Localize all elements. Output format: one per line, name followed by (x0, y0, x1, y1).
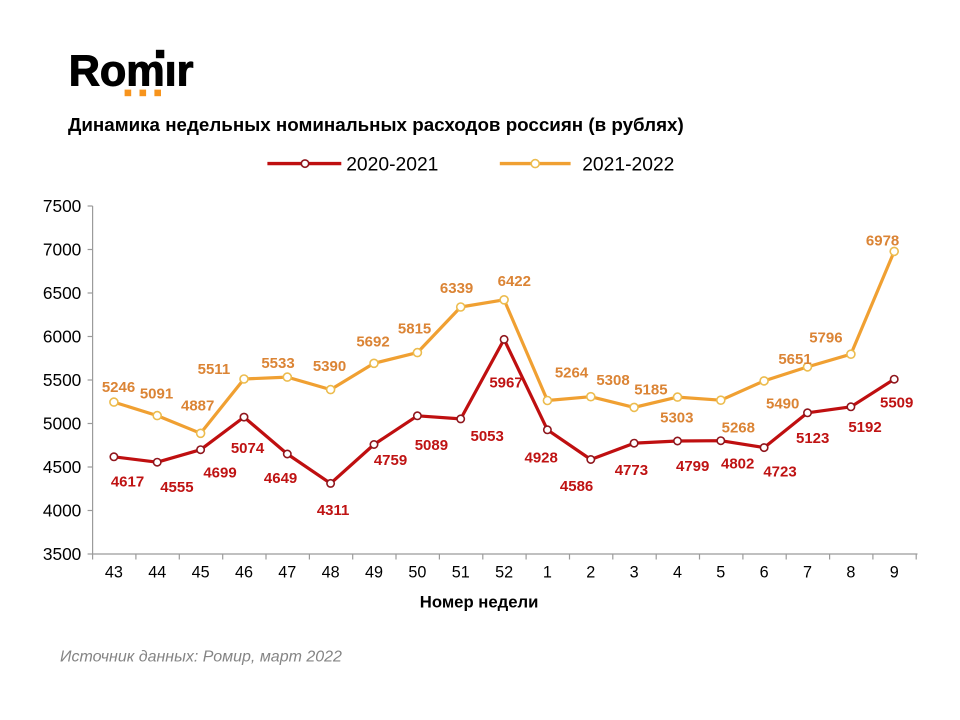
svg-text:9: 9 (890, 564, 899, 582)
svg-text:49: 49 (365, 564, 383, 582)
svg-text:4802: 4802 (721, 456, 754, 473)
svg-text:52: 52 (495, 564, 513, 582)
svg-text:5264: 5264 (555, 365, 589, 382)
svg-text:4555: 4555 (160, 479, 193, 496)
svg-text:4928: 4928 (525, 449, 558, 466)
svg-text:6500: 6500 (43, 283, 81, 303)
svg-text:5509: 5509 (880, 395, 913, 412)
svg-text:47: 47 (278, 564, 296, 582)
svg-text:Источник данных: Ромир, март 2: Источник данных: Ромир, март 2022 (60, 649, 342, 666)
svg-text:4586: 4586 (560, 478, 593, 495)
svg-text:4887: 4887 (181, 398, 214, 415)
svg-text:5490: 5490 (766, 396, 799, 413)
svg-text:1: 1 (543, 564, 552, 582)
svg-text:4759: 4759 (374, 452, 407, 469)
svg-text:6: 6 (760, 564, 769, 582)
svg-text:5: 5 (716, 564, 725, 582)
svg-text:4773: 4773 (615, 462, 648, 479)
svg-text:5185: 5185 (634, 381, 667, 398)
svg-text:45: 45 (192, 564, 210, 582)
svg-text:4617: 4617 (111, 474, 144, 491)
svg-text:5500: 5500 (43, 370, 81, 390)
svg-text:4799: 4799 (676, 458, 709, 475)
svg-text:Динамика недельных номинальных: Динамика недельных номинальных расходов … (68, 114, 684, 135)
svg-text:6339: 6339 (440, 280, 473, 297)
svg-text:5533: 5533 (261, 355, 294, 372)
svg-text:50: 50 (408, 564, 426, 582)
svg-text:8: 8 (846, 564, 855, 582)
svg-text:5192: 5192 (848, 419, 881, 436)
svg-text:5308: 5308 (596, 372, 629, 389)
svg-text:4: 4 (673, 564, 682, 582)
svg-text:48: 48 (322, 564, 340, 582)
svg-text:3500: 3500 (43, 544, 81, 564)
svg-text:5089: 5089 (415, 437, 448, 454)
svg-text:5390: 5390 (313, 358, 346, 375)
svg-text:3: 3 (630, 564, 639, 582)
svg-text:7500: 7500 (43, 196, 81, 216)
svg-text:4723: 4723 (763, 463, 796, 480)
svg-text:7000: 7000 (43, 240, 81, 260)
svg-text:4311: 4311 (317, 502, 350, 519)
svg-text:Номер недели: Номер недели (420, 593, 539, 612)
svg-text:2020-2021: 2020-2021 (346, 154, 438, 175)
svg-text:5692: 5692 (356, 334, 389, 351)
svg-text:5268: 5268 (722, 419, 755, 436)
svg-text:5123: 5123 (796, 430, 829, 447)
svg-text:4699: 4699 (203, 465, 236, 482)
svg-text:5651: 5651 (778, 351, 811, 368)
svg-text:7: 7 (803, 564, 812, 582)
svg-text:5815: 5815 (398, 321, 431, 338)
svg-text:6422: 6422 (498, 273, 531, 290)
svg-text:5511: 5511 (198, 361, 231, 378)
svg-text:5246: 5246 (102, 379, 135, 396)
svg-text:Romır: Romır (69, 48, 194, 96)
svg-text:5000: 5000 (43, 414, 81, 434)
svg-text:2: 2 (586, 564, 595, 582)
svg-text:46: 46 (235, 564, 253, 582)
svg-text:4500: 4500 (43, 457, 81, 477)
svg-text:4649: 4649 (264, 470, 297, 487)
svg-text:2021-2022: 2021-2022 (582, 154, 674, 175)
svg-text:5074: 5074 (231, 440, 265, 457)
svg-text:6978: 6978 (866, 233, 899, 250)
svg-text:5053: 5053 (471, 428, 504, 445)
svg-text:44: 44 (148, 564, 166, 582)
svg-text:43: 43 (105, 564, 123, 582)
svg-text:5303: 5303 (660, 410, 693, 427)
svg-text:51: 51 (452, 564, 470, 582)
svg-text:5796: 5796 (809, 330, 842, 347)
svg-text:4000: 4000 (43, 501, 81, 521)
svg-text:5967: 5967 (489, 375, 522, 392)
svg-text:6000: 6000 (43, 327, 81, 347)
svg-text:5091: 5091 (140, 386, 173, 403)
